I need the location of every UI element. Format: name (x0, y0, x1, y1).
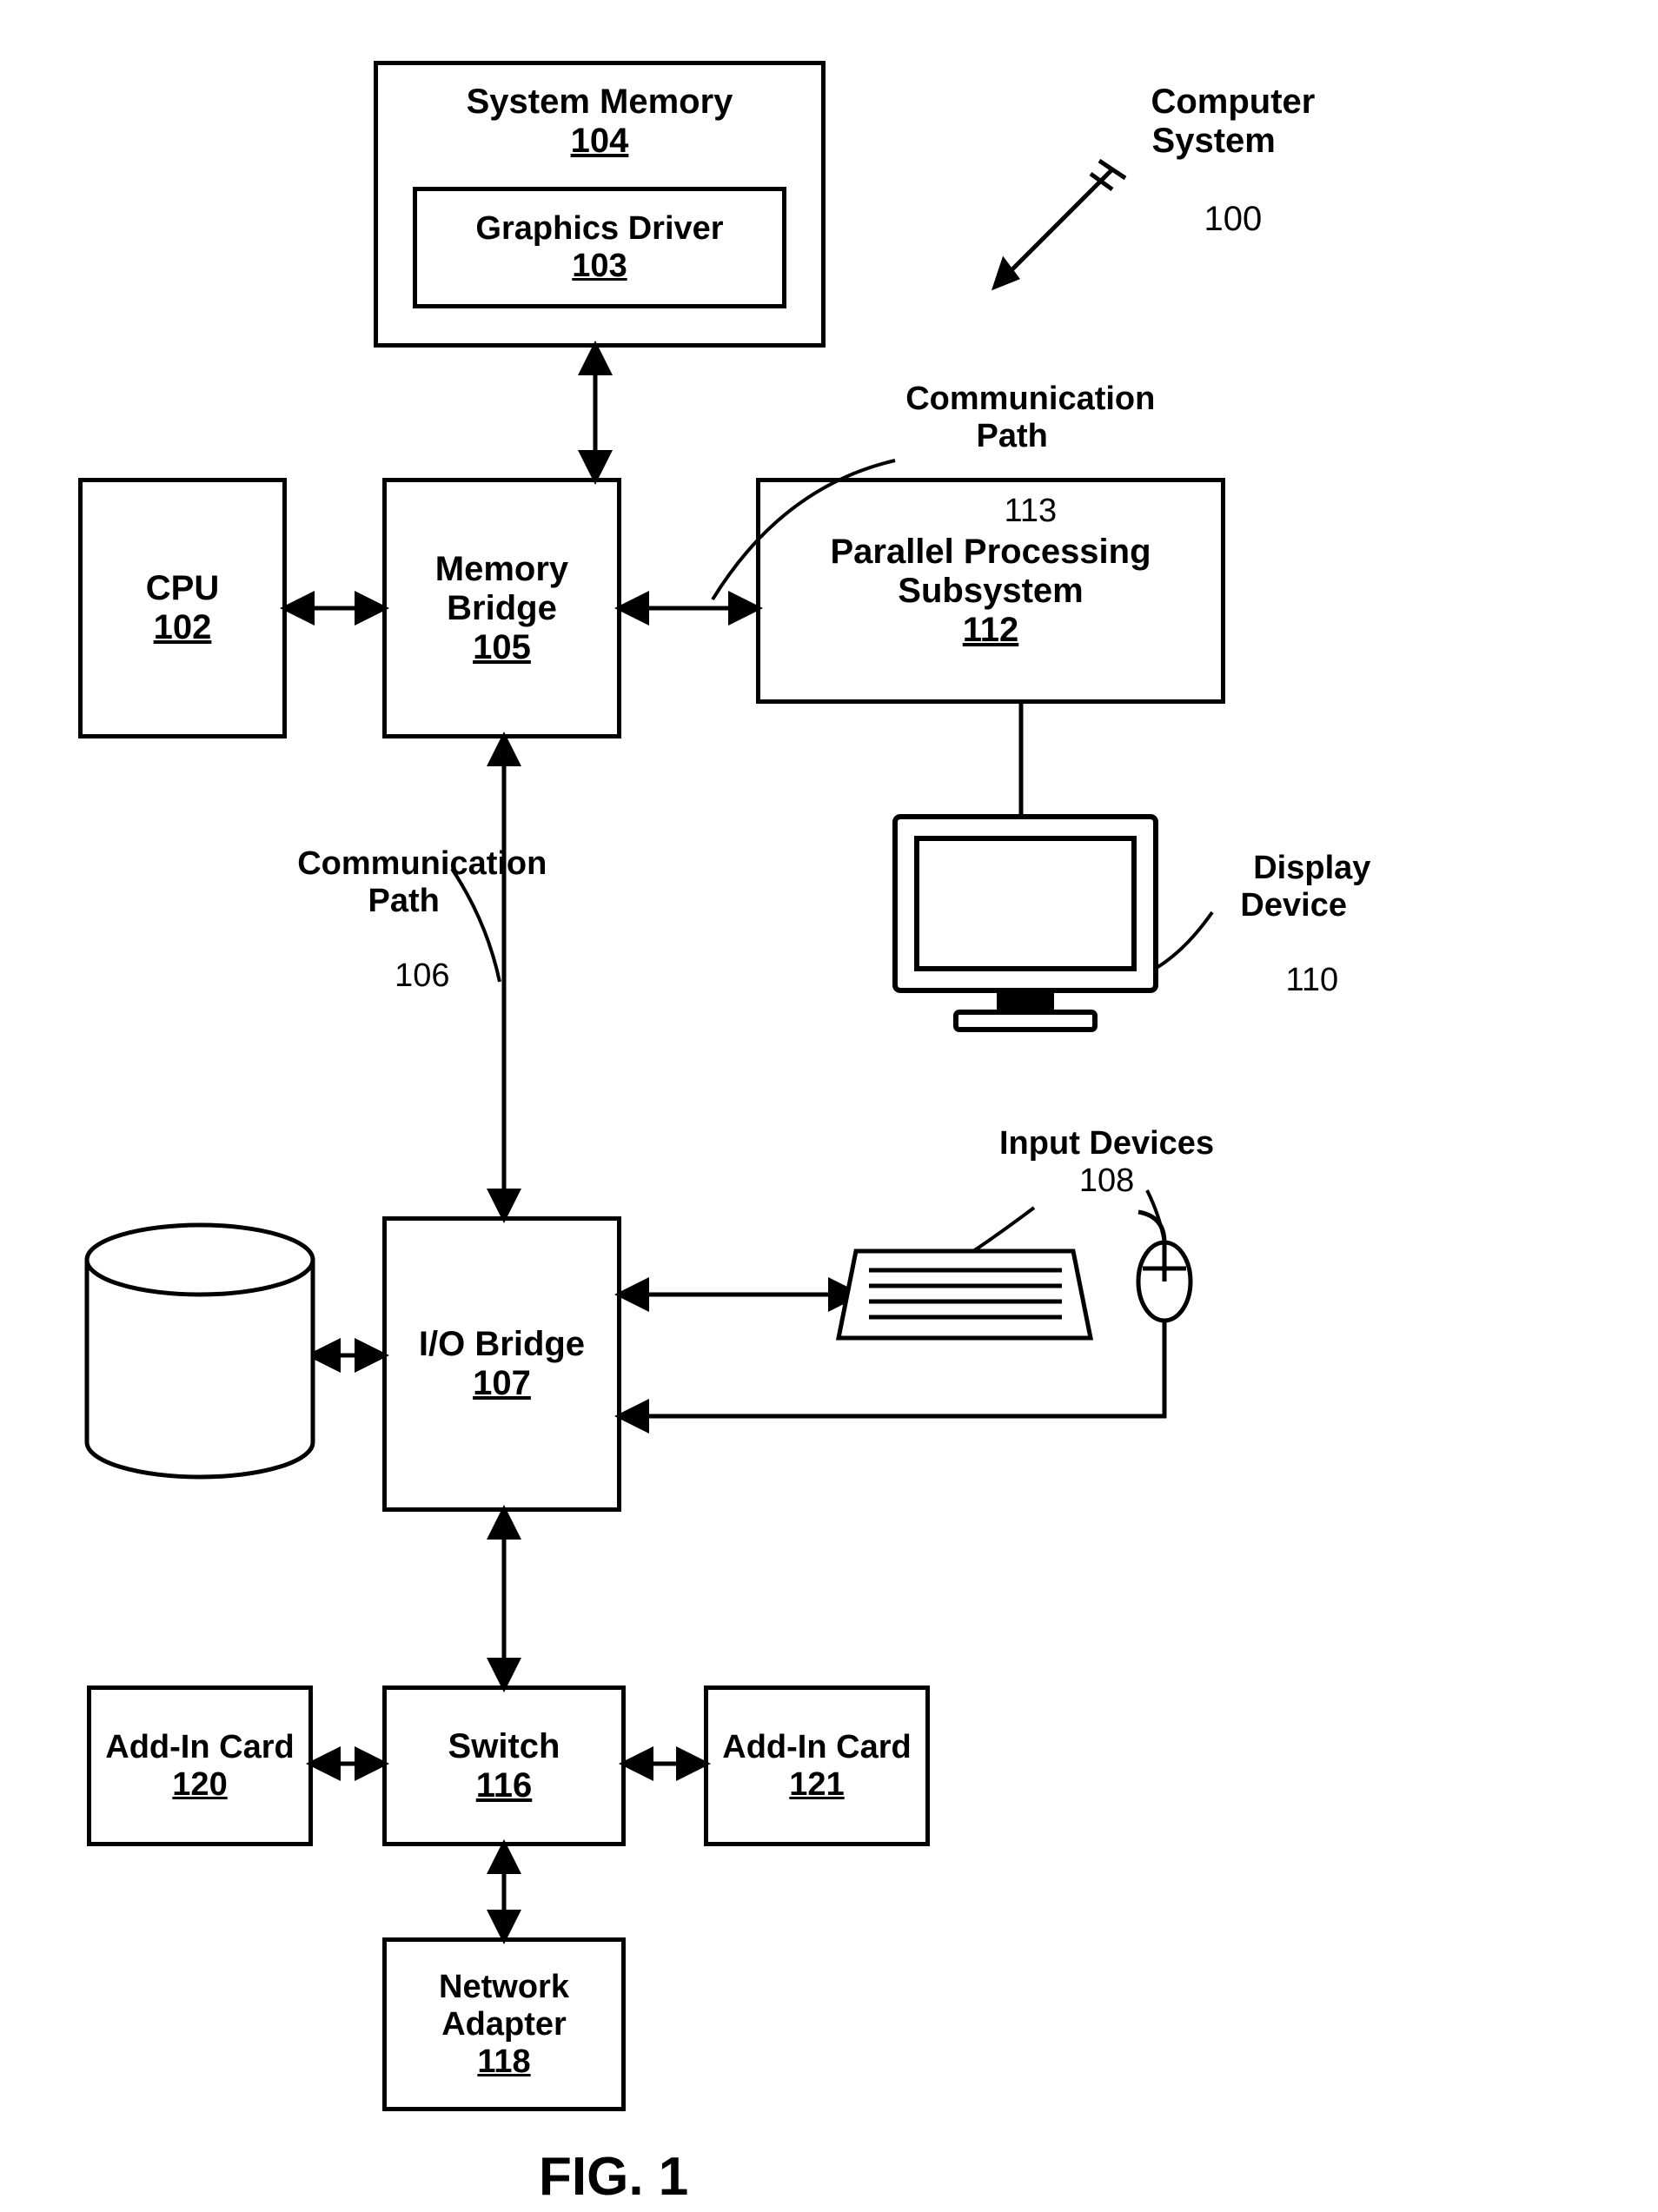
system-memory-title: System Memory (467, 83, 733, 122)
edge-mouse-iobridge (621, 1321, 1164, 1416)
system-disk-label: System Disk 114 (104, 1312, 295, 1424)
mouse-icon (1138, 1212, 1190, 1321)
figure-label: FIG. 1 (539, 2146, 688, 2208)
network-adapter-box: Network Adapter 118 (382, 1937, 626, 2111)
pps-num: 112 (963, 611, 1019, 650)
switch-title: Switch (448, 1727, 560, 1766)
addin-left-title: Add-In Card (105, 1729, 294, 1766)
display-device-num: 110 (1286, 962, 1339, 998)
computer-system-text: Computer System (1151, 83, 1315, 160)
memory-bridge-box: Memory Bridge 105 (382, 478, 621, 738)
diagram-overlay (0, 0, 1658, 2212)
keyboard-icon (839, 1251, 1091, 1338)
comm-path-113-text: Communication Path (905, 381, 1155, 454)
computer-system-num: 100 (1204, 200, 1263, 238)
callout-108-kbd (973, 1208, 1034, 1251)
system-disk-num: 114 (173, 1387, 226, 1423)
memory-bridge-title: Memory Bridge (435, 550, 568, 628)
display-device-label: Display Device 110 (1217, 812, 1370, 1036)
comm-path-106-num: 106 (395, 957, 449, 994)
cpu-num: 102 (154, 608, 212, 647)
comm-path-113-label: Communication Path 113 (869, 343, 1155, 567)
io-bridge-box: I/O Bridge 107 (382, 1216, 621, 1512)
addin-card-right-box: Add-In Card 121 (704, 1685, 930, 1846)
io-bridge-num: 107 (473, 1364, 531, 1403)
addin-right-title: Add-In Card (722, 1729, 911, 1766)
display-icon (895, 817, 1156, 1030)
input-devices-text: Input Devices (999, 1125, 1214, 1162)
input-devices-label: Input Devices 108 (999, 1125, 1214, 1200)
callout-110 (1147, 912, 1212, 973)
comm-path-106-label: Communication Path 106 (261, 808, 547, 1032)
graphics-driver-num: 103 (572, 248, 627, 285)
memory-bridge-num: 105 (473, 628, 531, 667)
system-arrow-icon (995, 161, 1125, 287)
addin-card-left-box: Add-In Card 120 (87, 1685, 313, 1846)
network-adapter-title: Network Adapter (439, 1969, 569, 2043)
io-bridge-title: I/O Bridge (419, 1325, 585, 1364)
system-memory-box: System Memory 104 Graphics Driver 103 (374, 61, 826, 348)
graphics-driver-box: Graphics Driver 103 (413, 187, 786, 308)
graphics-driver-title: Graphics Driver (475, 210, 723, 248)
switch-num: 116 (476, 1766, 533, 1805)
switch-box: Switch 116 (382, 1685, 626, 1846)
system-memory-num: 104 (571, 122, 629, 161)
display-device-text: Display Device (1240, 850, 1370, 924)
cpu-title: CPU (146, 569, 219, 608)
input-devices-num: 108 (1079, 1162, 1134, 1199)
addin-left-num: 120 (172, 1766, 227, 1804)
cpu-box: CPU 102 (78, 478, 287, 738)
system-disk-title: System Disk (141, 1312, 258, 1386)
computer-system-label: Computer System 100 (1112, 43, 1315, 278)
network-adapter-num: 118 (477, 2043, 530, 2081)
comm-path-106-text: Communication Path (297, 845, 547, 919)
comm-path-113-num: 113 (1005, 493, 1058, 529)
addin-right-num: 121 (789, 1766, 844, 1804)
